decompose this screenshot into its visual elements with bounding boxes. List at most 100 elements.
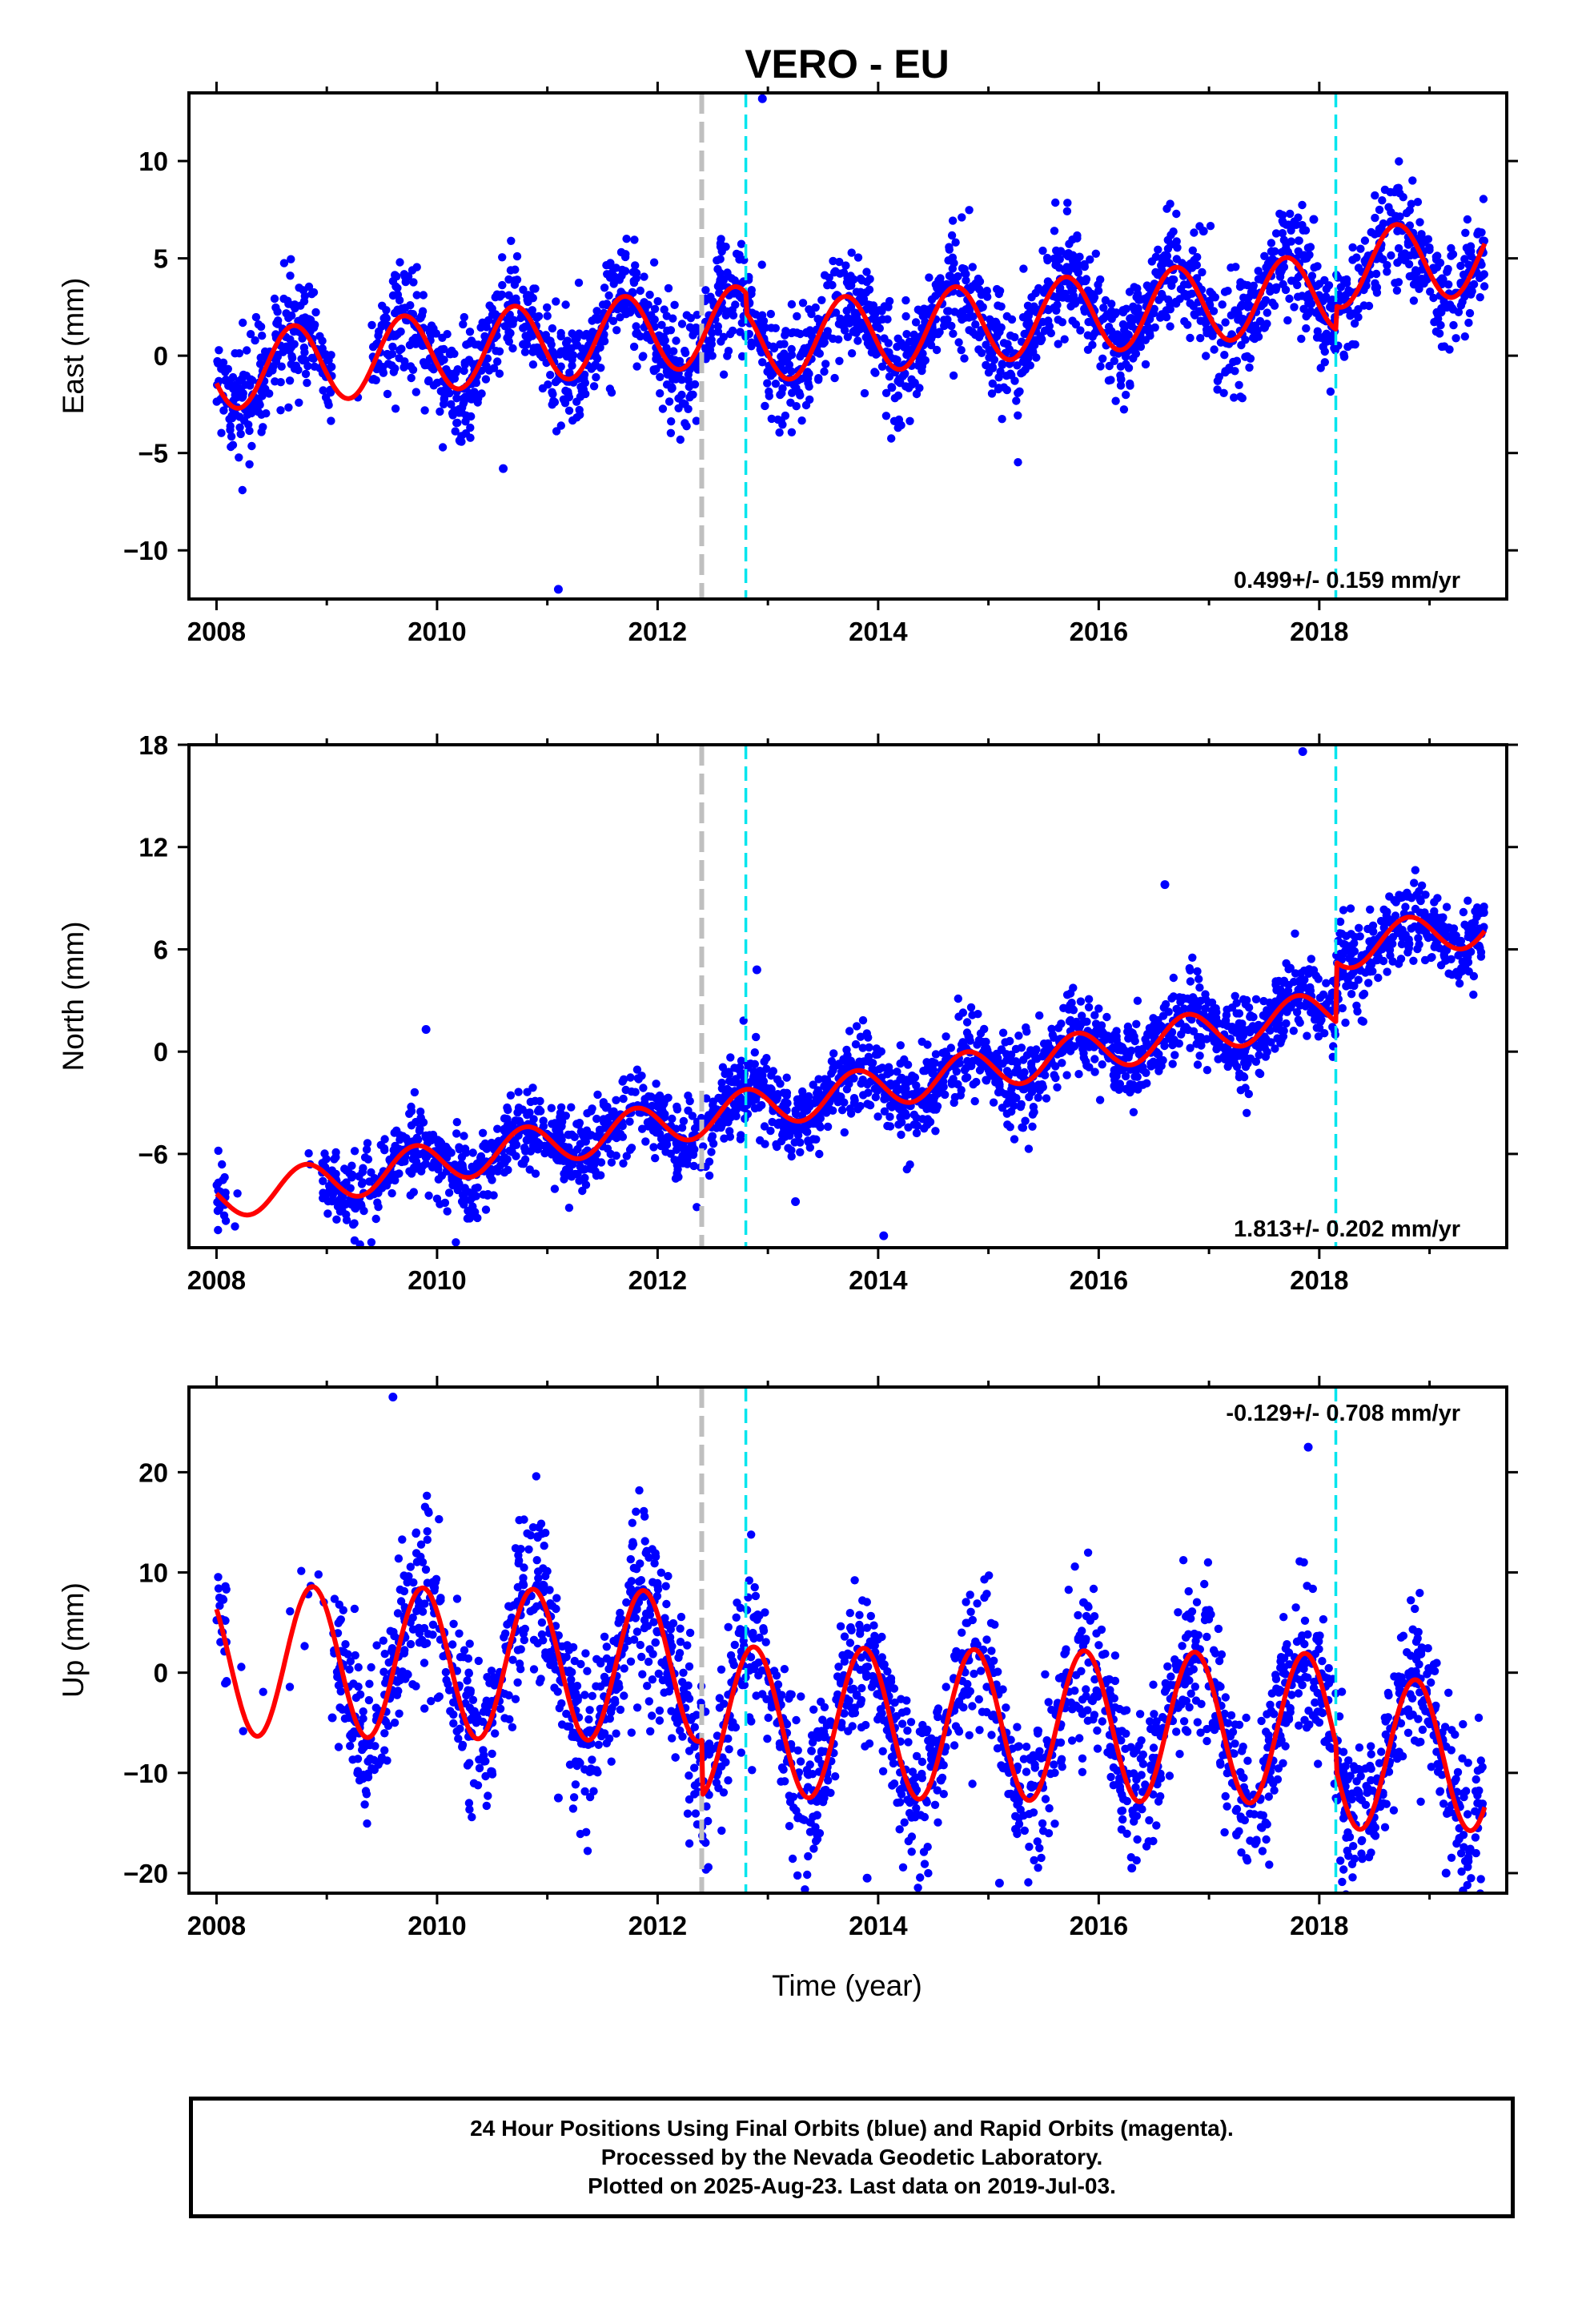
y-tick-label: −5 <box>138 439 168 468</box>
data-point <box>1395 157 1403 166</box>
data-point <box>961 1074 970 1083</box>
data-point <box>251 312 261 322</box>
data-point <box>1325 995 1334 1003</box>
data-point <box>750 1059 759 1069</box>
data-point <box>793 1095 802 1104</box>
data-point <box>893 334 902 343</box>
data-point <box>1255 1051 1263 1059</box>
data-point <box>1058 1059 1066 1068</box>
data-point <box>277 362 286 371</box>
data-point <box>852 1022 861 1031</box>
data-point <box>963 1056 972 1066</box>
data-point <box>1167 994 1176 1003</box>
data-point <box>1346 312 1355 320</box>
data-point <box>396 1136 404 1144</box>
data-point <box>1375 205 1384 215</box>
data-point <box>1442 903 1452 911</box>
data-point <box>1359 991 1367 999</box>
data-point <box>933 1102 942 1111</box>
data-point <box>797 416 806 425</box>
data-point <box>455 1179 464 1188</box>
data-point <box>1366 905 1375 915</box>
data-point <box>416 1116 425 1125</box>
data-point <box>996 367 1005 376</box>
data-point <box>1272 283 1281 292</box>
data-point <box>1051 260 1060 270</box>
data-point <box>728 326 737 336</box>
data-point <box>1186 966 1195 975</box>
east-model-fit-line <box>214 222 1488 411</box>
data-point <box>1295 984 1304 994</box>
data-point <box>1010 1135 1019 1144</box>
data-point <box>592 307 601 316</box>
data-point <box>429 381 438 390</box>
data-point <box>1444 969 1453 978</box>
data-point <box>1132 1019 1141 1029</box>
data-point <box>447 400 456 408</box>
data-point <box>1354 975 1363 984</box>
data-point <box>960 264 969 274</box>
data-point <box>1063 199 1072 207</box>
data-point <box>1320 347 1330 356</box>
data-point <box>389 368 398 376</box>
data-point <box>396 327 405 336</box>
data-point <box>856 287 865 296</box>
data-point <box>640 272 648 281</box>
data-point <box>661 1148 670 1156</box>
data-point <box>543 312 552 320</box>
data-point <box>575 1176 584 1185</box>
data-point <box>373 1198 382 1207</box>
data-point <box>1231 367 1239 376</box>
data-point <box>625 1117 634 1126</box>
data-point <box>725 1127 734 1136</box>
data-point <box>1193 967 1202 976</box>
data-point <box>468 1190 477 1200</box>
data-point <box>842 278 852 287</box>
data-point <box>224 381 233 390</box>
data-point <box>1320 358 1330 367</box>
data-point <box>367 1168 375 1177</box>
data-point <box>507 236 516 245</box>
data-point <box>1282 959 1291 968</box>
data-point <box>1456 261 1465 271</box>
data-point <box>917 324 926 332</box>
data-point <box>767 414 776 424</box>
data-point <box>1464 967 1473 976</box>
data-point <box>880 1107 889 1116</box>
data-point <box>934 330 942 339</box>
data-point <box>1310 1015 1319 1024</box>
data-point <box>962 276 970 285</box>
data-point <box>1320 275 1329 285</box>
data-point <box>948 253 958 262</box>
data-point <box>1231 1053 1239 1063</box>
data-point <box>400 270 409 279</box>
data-point <box>958 1008 968 1017</box>
data-point <box>1110 1083 1119 1092</box>
data-point <box>1028 1122 1037 1132</box>
data-point <box>781 411 790 420</box>
data-point <box>377 320 386 330</box>
data-point <box>568 351 578 360</box>
data-point <box>388 291 398 300</box>
data-point <box>560 1175 568 1184</box>
data-point <box>1076 997 1086 1006</box>
data-point <box>1002 1050 1011 1059</box>
data-point <box>362 1145 371 1154</box>
data-point <box>649 1143 658 1152</box>
data-point <box>685 382 693 392</box>
data-point <box>1094 286 1103 296</box>
data-point <box>1312 333 1322 342</box>
data-point <box>257 387 266 396</box>
data-point <box>492 290 502 299</box>
data-point <box>998 1104 1007 1112</box>
data-point <box>1310 263 1319 272</box>
data-point <box>1360 236 1370 245</box>
data-point <box>805 395 814 404</box>
data-point <box>552 427 561 436</box>
data-point <box>416 1108 425 1116</box>
data-point <box>561 300 570 309</box>
data-point <box>1051 198 1060 207</box>
data-point <box>718 304 727 313</box>
data-point <box>1410 879 1419 887</box>
data-point <box>717 274 725 283</box>
